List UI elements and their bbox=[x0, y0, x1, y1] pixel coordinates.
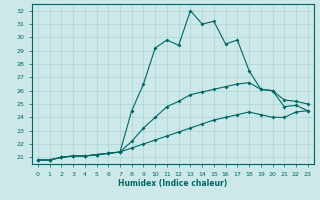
X-axis label: Humidex (Indice chaleur): Humidex (Indice chaleur) bbox=[118, 179, 228, 188]
